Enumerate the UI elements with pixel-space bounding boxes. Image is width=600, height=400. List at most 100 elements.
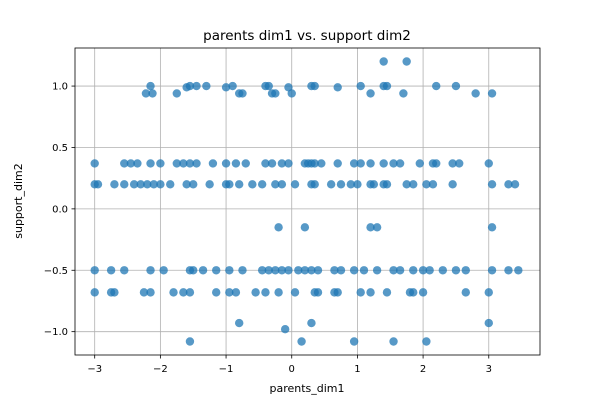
data-point: [402, 57, 411, 66]
data-point: [274, 223, 283, 232]
data-point: [284, 266, 293, 275]
data-point: [120, 266, 129, 275]
plot-frame: [74, 47, 541, 356]
data-point: [382, 81, 392, 91]
data-point: [169, 288, 178, 297]
x-tick-label: 1: [354, 364, 360, 375]
axis-ticks: −3 −2 −1 0 1 2 3 −1.0 −0.5 0.0 0.5 1.0: [44, 82, 492, 375]
data-point: [129, 180, 139, 189]
data-point: [146, 266, 155, 275]
data-point: [231, 288, 241, 297]
data-point: [300, 223, 310, 232]
y-tick-label: 0.0: [52, 204, 68, 215]
data-point: [225, 266, 234, 275]
data-point: [510, 180, 520, 189]
data-point: [366, 159, 375, 168]
x-tick-label: 2: [420, 364, 426, 375]
data-point: [432, 159, 441, 168]
data-point: [382, 180, 392, 189]
data-point: [451, 81, 461, 91]
data-point: [333, 159, 342, 168]
data-point: [139, 288, 149, 297]
data-point: [277, 159, 287, 168]
data-point: [136, 180, 145, 189]
data-point: [336, 266, 346, 275]
y-axis-label: support_dim2: [12, 163, 25, 239]
data-point: [146, 81, 155, 91]
data-point: [366, 89, 375, 98]
data-point: [349, 159, 359, 168]
data-point: [182, 180, 191, 189]
data-point: [277, 180, 287, 189]
data-point: [333, 83, 342, 92]
data-point: [234, 180, 244, 189]
data-point: [126, 159, 136, 168]
data-point: [267, 159, 277, 168]
data-point: [451, 266, 461, 275]
data-point: [432, 81, 441, 91]
data-point: [484, 318, 493, 328]
data-point: [395, 266, 405, 275]
chart-title: parents dim1 vs. support dim2: [203, 28, 411, 44]
data-point: [120, 180, 129, 189]
data-point: [369, 180, 379, 189]
data-point: [146, 288, 155, 297]
data-point: [257, 266, 267, 275]
data-point: [264, 266, 273, 275]
data-point: [297, 337, 306, 346]
data-point: [514, 266, 523, 275]
data-point: [261, 159, 270, 168]
data-point: [90, 159, 99, 168]
data-point: [317, 159, 326, 168]
data-point: [261, 288, 270, 297]
data-point: [141, 89, 151, 98]
y-tick-label: 0.5: [52, 143, 68, 154]
data-point: [487, 89, 497, 98]
data-point: [146, 159, 155, 168]
y-tick-label: −0.5: [44, 266, 68, 277]
data-point: [271, 266, 280, 275]
data-point: [484, 159, 493, 168]
x-axis-label: parents_dim1: [269, 382, 344, 395]
data-point: [241, 159, 250, 168]
y-tick-label: 1.0: [52, 82, 68, 93]
data-point: [418, 288, 428, 297]
data-point: [422, 337, 431, 346]
data-point: [307, 266, 316, 275]
data-point: [271, 180, 280, 189]
data-point: [198, 266, 208, 275]
data-points: [90, 57, 523, 346]
data-point: [185, 159, 195, 168]
data-point: [172, 159, 182, 168]
data-point: [208, 159, 218, 168]
data-point: [356, 81, 365, 91]
data-point: [307, 318, 316, 328]
data-point: [228, 81, 237, 91]
x-tick-label: 3: [486, 364, 492, 375]
y-tick-label: −1.0: [44, 327, 68, 338]
data-point: [280, 325, 290, 334]
data-point: [372, 266, 382, 275]
data-point: [448, 180, 457, 189]
data-point: [294, 266, 303, 275]
data-point: [192, 81, 201, 91]
data-point: [395, 159, 405, 168]
data-point: [133, 159, 142, 168]
data-point: [93, 180, 103, 189]
data-point: [225, 180, 234, 189]
data-point: [287, 89, 296, 98]
data-point: [290, 288, 300, 297]
data-point: [399, 89, 408, 98]
data-point: [336, 180, 346, 189]
data-point: [313, 266, 323, 275]
data-point: [192, 159, 201, 168]
data-point: [359, 266, 369, 275]
data-point: [202, 81, 211, 91]
data-point: [349, 266, 359, 275]
x-tick-label: 0: [289, 364, 295, 375]
data-point: [487, 180, 497, 189]
data-point: [389, 159, 398, 168]
data-point: [461, 266, 470, 275]
data-point: [189, 180, 198, 189]
data-point: [274, 288, 283, 297]
